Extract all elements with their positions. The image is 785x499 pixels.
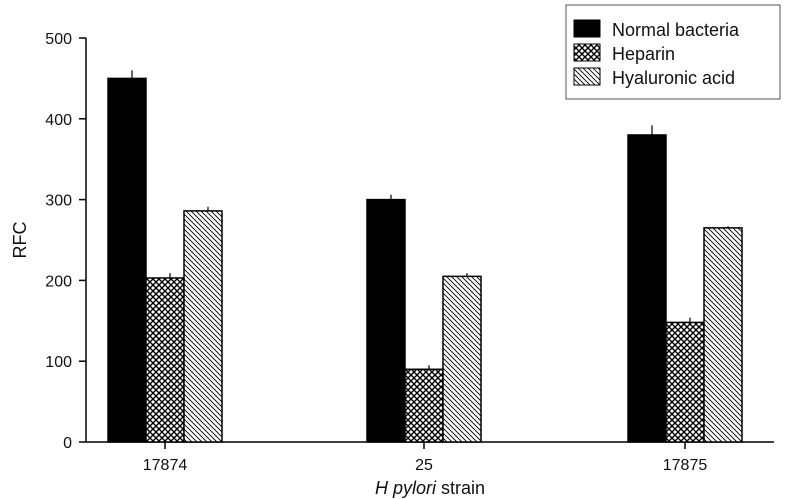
x-tick-label: 17875 (663, 457, 708, 474)
bar-heparin (404, 368, 444, 443)
y-tick-label: 0 (63, 435, 72, 452)
bar-normal-bacteria (627, 134, 667, 443)
y-tick-label: 100 (45, 354, 72, 371)
bar-hyaluronic-acid (442, 275, 482, 443)
x-tick-label: 17874 (143, 457, 188, 474)
y-tick-label: 500 (45, 31, 72, 48)
y-ticks: 0 100 200 300 400 500 (45, 31, 86, 452)
x-axis-title-italic: H pylori (375, 478, 437, 498)
y-tick-label: 400 (45, 112, 72, 129)
bar-heparin (145, 277, 185, 443)
y-tick-label: 300 (45, 193, 72, 210)
legend-swatch-normal-bacteria (573, 19, 601, 38)
legend-label-normal-bacteria: Normal bacteria (612, 20, 740, 40)
x-tick-label: 25 (415, 457, 433, 474)
legend-swatch-heparin (573, 43, 601, 62)
legend-box (565, 4, 781, 100)
bar-normal-bacteria (366, 198, 406, 443)
legend: Normal bacteria Heparin Hyaluronic acid (565, 4, 781, 100)
bar-heparin (665, 321, 705, 443)
x-ticks: 17874 25 17875 (143, 442, 708, 474)
y-axis-title: RFC (10, 222, 30, 259)
legend-swatch-hyaluronic-acid (573, 67, 601, 86)
x-axis-title-rest: strain (436, 478, 485, 498)
bar-hyaluronic-acid (183, 210, 223, 443)
legend-label-hyaluronic-acid: Hyaluronic acid (612, 68, 735, 88)
bar-normal-bacteria (107, 77, 147, 443)
bar-hyaluronic-acid (703, 227, 743, 443)
y-tick-label: 200 (45, 273, 72, 290)
x-axis-title: H pylori strain (375, 478, 485, 498)
legend-label-heparin: Heparin (612, 44, 675, 64)
bars (107, 70, 743, 443)
